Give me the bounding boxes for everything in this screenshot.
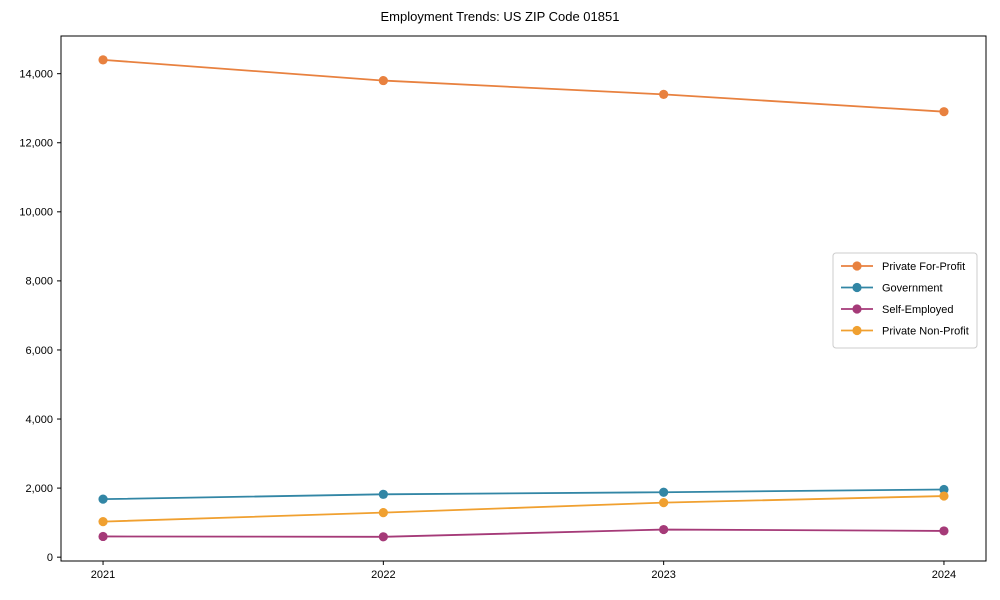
legend-label: Self-Employed: [882, 304, 954, 316]
legend-label: Government: [882, 282, 943, 294]
data-point-government: [659, 487, 669, 497]
data-point-private-for-profit: [659, 89, 669, 99]
series-line-government: [103, 488, 944, 501]
data-point-government: [939, 484, 949, 495]
data-point-private-for-profit: [98, 55, 108, 65]
data-point-self-employed: [378, 532, 388, 542]
series-line-private-for-profit: [102, 58, 945, 113]
y-tick-label: 2,000: [25, 483, 53, 495]
legend-marker-icon: [852, 282, 862, 293]
x-tick-label: 2021: [91, 569, 115, 581]
legend-box: [832, 252, 978, 349]
x-tick-label: 2024: [932, 569, 956, 581]
y-tick-label: 12,000: [19, 138, 53, 150]
y-tick-label: 4,000: [25, 414, 53, 426]
legend-marker-icon: [852, 304, 862, 314]
y-tick-label: 10,000: [19, 207, 53, 219]
y-tick-label: 0: [47, 552, 53, 564]
data-point-private-non-profit: [939, 491, 949, 501]
y-tick-label: 6,000: [25, 345, 53, 357]
legend-item: Self-Employed: [841, 304, 954, 316]
chart-title: Employment Trends: US ZIP Code 01851: [380, 9, 620, 24]
legend-marker-icon: [852, 325, 862, 336]
legend-item: Government: [841, 282, 943, 294]
legend-item: Private For-Profit: [841, 261, 965, 273]
x-tick-label: 2022: [371, 569, 395, 581]
data-point-private-non-profit: [659, 498, 669, 508]
legend-label: Private Non-Profit: [882, 325, 969, 337]
legend-label: Private For-Profit: [882, 261, 965, 273]
data-point-government: [378, 489, 388, 499]
y-tick-label: 14,000: [19, 69, 53, 81]
data-point-private-non-profit: [378, 508, 388, 518]
data-point-private-for-profit: [939, 107, 949, 117]
y-tick-label: 8,000: [25, 276, 53, 288]
data-point-self-employed: [939, 526, 949, 536]
series-line-private-non-profit: [103, 495, 944, 523]
series-line-self-employed: [103, 528, 944, 538]
data-point-private-non-profit: [98, 516, 108, 527]
legend-item: Private Non-Profit: [841, 325, 969, 337]
x-tick-label: 2023: [651, 569, 675, 581]
data-point-self-employed: [98, 531, 108, 542]
legend-marker-icon: [852, 261, 862, 271]
plot-border: [60, 35, 987, 562]
data-point-self-employed: [659, 524, 669, 535]
data-point-private-for-profit: [378, 75, 388, 86]
data-point-government: [98, 494, 108, 504]
